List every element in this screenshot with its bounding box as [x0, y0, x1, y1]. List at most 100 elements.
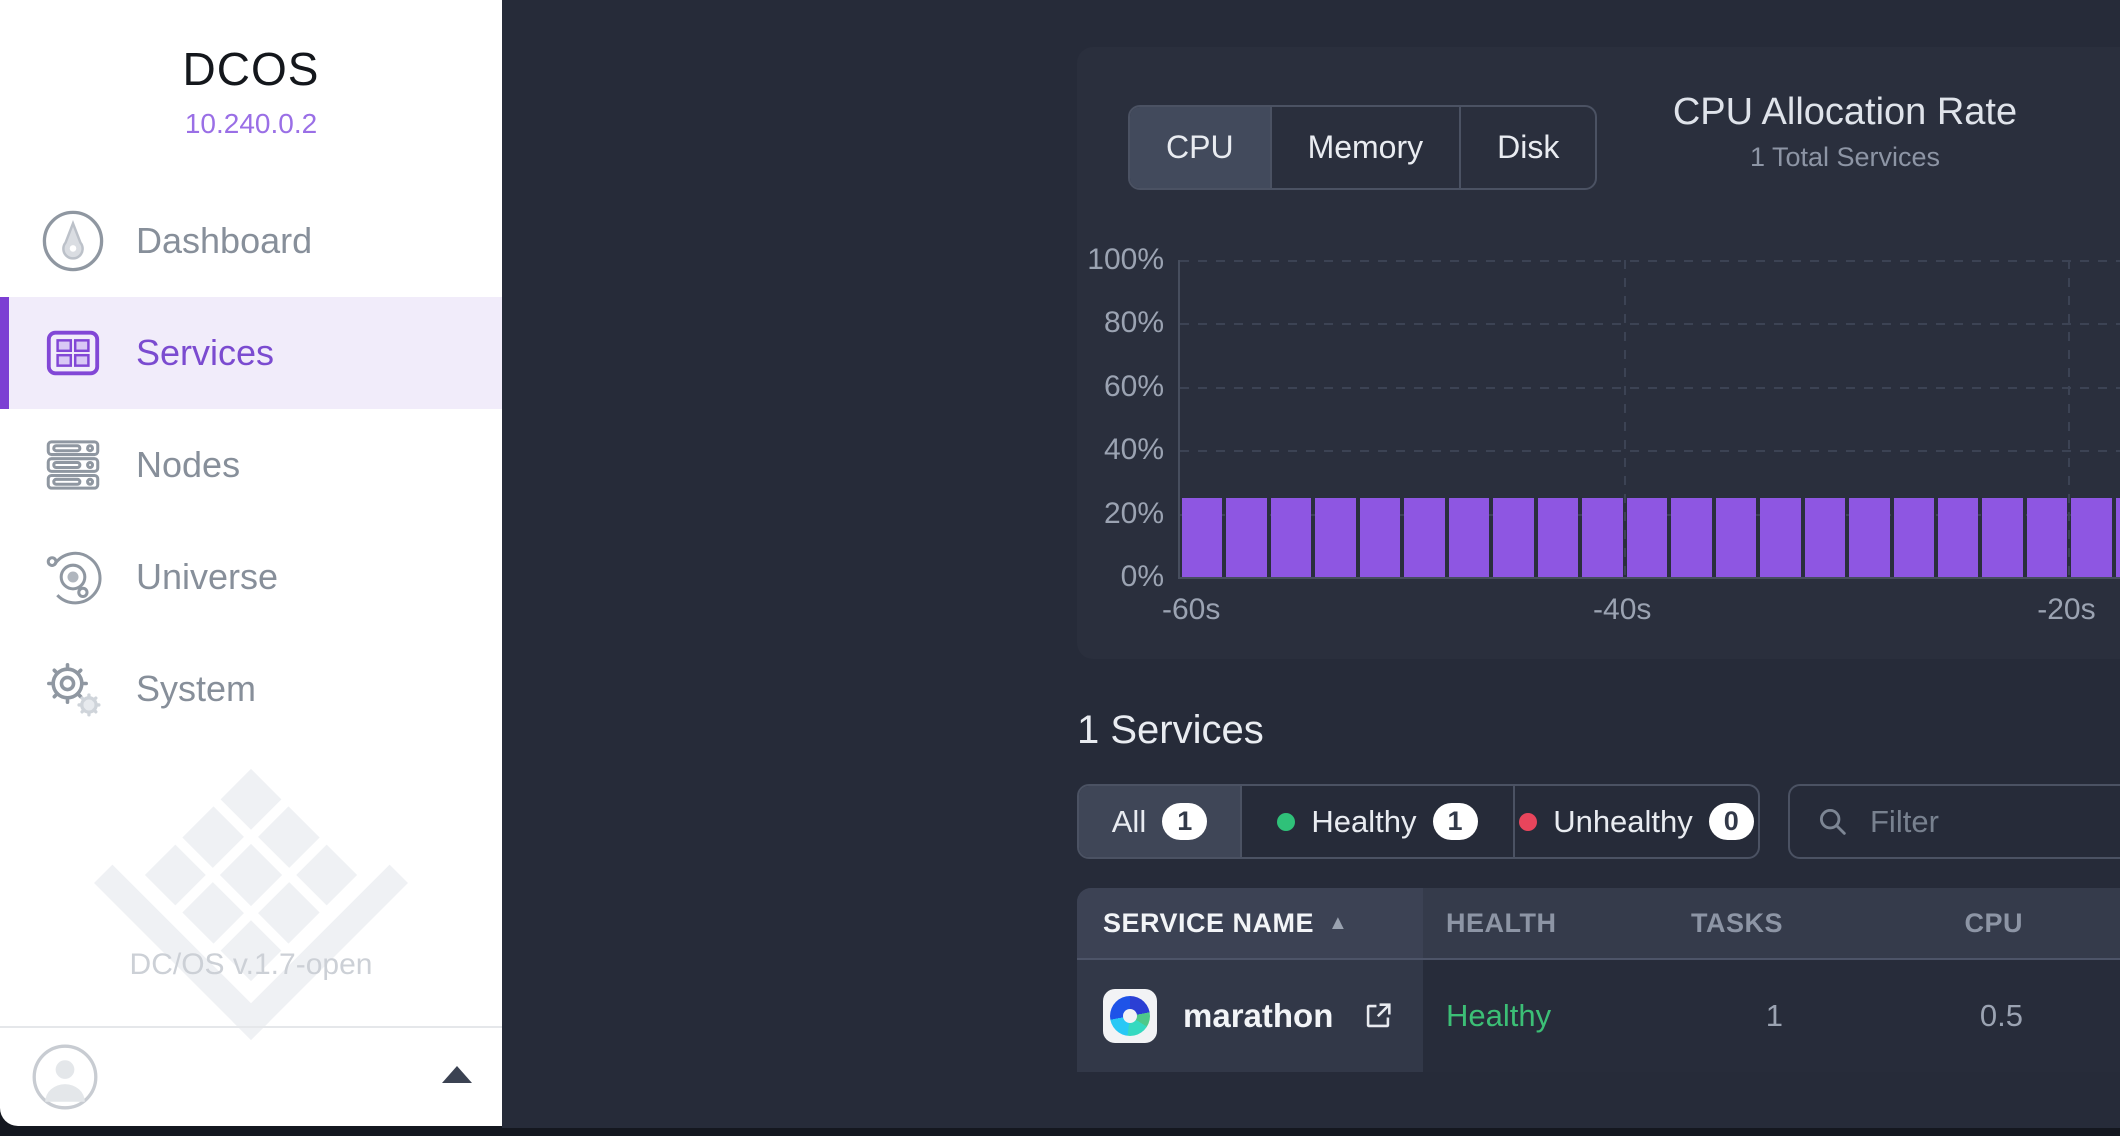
healthy-dot-icon: [1277, 812, 1296, 831]
cpu-allocation-bar: [1937, 497, 1979, 577]
h-gridline: [1180, 260, 2120, 262]
sidebar-item-label: Dashboard: [136, 220, 313, 261]
filter-unhealthy-label: Unhealthy: [1553, 803, 1693, 839]
column-header-tasks[interactable]: TASKS: [1690, 907, 1783, 938]
y-tick-label: 40%: [1103, 433, 1164, 467]
h-gridline: [1180, 386, 2120, 389]
search-icon: [1819, 808, 1846, 835]
main-content: CPU Memory Disk CPU Allocation Rate 1 To…: [502, 0, 2120, 1128]
filter-healthy-label: Healthy: [1311, 803, 1417, 839]
y-tick-label: 80%: [1103, 306, 1164, 340]
allocation-chart-panel: CPU Memory Disk CPU Allocation Rate 1 To…: [1077, 47, 2120, 659]
user-account-row[interactable]: [0, 1026, 502, 1126]
caret-up-icon[interactable]: [442, 1066, 472, 1083]
cpu-allocation-bar: [1493, 497, 1534, 577]
cpu-allocation-bar: [1448, 497, 1490, 577]
h-gridline: [1180, 450, 2120, 453]
sidebar-item-label: System: [136, 668, 257, 709]
cpu-cell: 0.5: [1979, 998, 2023, 1033]
cpu-allocation-bar: [1715, 497, 1757, 577]
filter-healthy[interactable]: Healthy 1: [1242, 786, 1515, 857]
x-tick-label: -40s: [1593, 593, 1652, 626]
cpu-allocation-bar: [1315, 497, 1356, 577]
filter-healthy-count-badge: 1: [1432, 803, 1478, 840]
cpu-allocation-bar: [1626, 497, 1668, 577]
column-header-service-name[interactable]: SERVICE NAME ▲: [1077, 888, 1423, 958]
filter-all[interactable]: All 1: [1079, 786, 1242, 857]
cpu-allocation-bar: [2071, 497, 2112, 577]
service-name: marathon: [1183, 997, 1334, 1034]
cpu-allocation-bar: [1537, 497, 1579, 577]
x-tick-label: -60s: [1162, 593, 1221, 626]
bars: [1182, 260, 2120, 577]
tab-disk[interactable]: Disk: [1497, 129, 1560, 165]
gauge-icon: [42, 210, 104, 272]
sidebar-item-label: Services: [136, 332, 275, 373]
x-tick-label: -20s: [2037, 593, 2096, 626]
x-axis-labels: -60s-40s-20s0: [1162, 593, 2120, 629]
cpu-allocation-bar: [1671, 497, 1712, 577]
cpu-allocation-bar: [2026, 497, 2068, 577]
service-name-cell: marathon: [1077, 960, 1423, 1072]
column-header-health[interactable]: HEALTH: [1446, 907, 1557, 938]
services-count-heading: 1 Services: [1077, 708, 1264, 752]
version-label: DC/OS v.1.7-open: [129, 948, 373, 981]
sidebar: DCOS 10.240.0.2 Dashboard Ser: [0, 0, 502, 1126]
table-row[interactable]: marathon Healthy 1 0.5 256 MiB 0 B: [1077, 960, 2120, 1072]
y-tick-label: 0%: [1120, 560, 1164, 593]
services-grid-icon: [46, 330, 100, 376]
cpu-allocation-bar: [1182, 497, 1223, 577]
sidebar-item-services[interactable]: Services: [0, 297, 502, 409]
cpu-allocation-bar: [1359, 497, 1401, 577]
cpu-allocation-bar: [2115, 497, 2120, 577]
cpu-allocation-bar: [1893, 497, 1934, 577]
mem-cell: 256 MiB: [2048, 998, 2120, 1034]
cpu-allocation-chart: 100% 80% 60% 40% 20% 0%: [1087, 243, 2120, 593]
cpu-allocation-bar: [1270, 497, 1312, 577]
sidebar-item-label: Nodes: [136, 444, 241, 485]
column-header-cpu[interactable]: CPU: [1964, 907, 2023, 938]
external-link-icon[interactable]: [1361, 999, 1395, 1033]
y-axis-labels: 100% 80% 60% 40% 20% 0%: [1068, 243, 1164, 593]
resource-tabs: CPU Memory Disk: [1128, 105, 1598, 190]
tab-memory[interactable]: Memory: [1272, 107, 1462, 188]
cpu-allocation-bar: [1760, 497, 1801, 577]
health-filter-control: All 1 Healthy 1 Unhealthy 0: [1077, 784, 1760, 859]
filter-input[interactable]: [1868, 802, 2120, 841]
h-gridline: [1180, 323, 2120, 326]
filter-unhealthy[interactable]: Unhealthy 0: [1515, 786, 1758, 857]
cpu-allocation-bar: [1582, 497, 1623, 577]
v-gridline: [1624, 260, 1627, 577]
cpu-allocation-bar: [1982, 497, 2023, 577]
marathon-logo-icon: [1103, 989, 1157, 1043]
cpu-allocation-bar: [1226, 497, 1267, 577]
cpu-allocation-bar: [1804, 497, 1846, 577]
y-tick-label: 60%: [1103, 369, 1164, 403]
sort-asc-icon: ▲: [1328, 911, 1349, 934]
tasks-cell: 1: [1765, 998, 1783, 1033]
column-header-mem[interactable]: MEM: [2048, 908, 2120, 939]
system-gears-icon: [47, 663, 101, 717]
filter-all-label: All: [1111, 803, 1147, 839]
service-name-header-label: SERVICE NAME: [1103, 907, 1315, 938]
sidebar-item-nodes[interactable]: Nodes: [0, 409, 502, 521]
services-table: SERVICE NAME ▲ HEALTH TASKS CPU MEM DISK…: [1077, 888, 2120, 1072]
cluster-ip[interactable]: 10.240.0.2: [184, 108, 318, 139]
user-avatar[interactable]: [32, 1044, 98, 1110]
filter-unhealthy-count-badge: 0: [1708, 803, 1754, 840]
cpu-allocation-bar: [1849, 497, 1890, 577]
nodes-icon: [46, 440, 100, 490]
tab-cpu[interactable]: CPU: [1130, 107, 1272, 188]
universe-icon: [46, 551, 102, 605]
unhealthy-dot-icon: [1519, 812, 1538, 831]
cluster-name: DCOS: [182, 43, 320, 95]
filter-search-box[interactable]: [1788, 784, 2120, 859]
sidebar-item-universe[interactable]: Universe: [0, 521, 502, 633]
sidebar-item-dashboard[interactable]: Dashboard: [0, 185, 502, 297]
y-tick-label: 20%: [1103, 496, 1164, 530]
sidebar-item-system[interactable]: System: [0, 633, 502, 745]
v-gridline: [2068, 260, 2071, 577]
health-cell: Healthy: [1446, 998, 1552, 1033]
y-tick-label: 100%: [1087, 243, 1164, 276]
